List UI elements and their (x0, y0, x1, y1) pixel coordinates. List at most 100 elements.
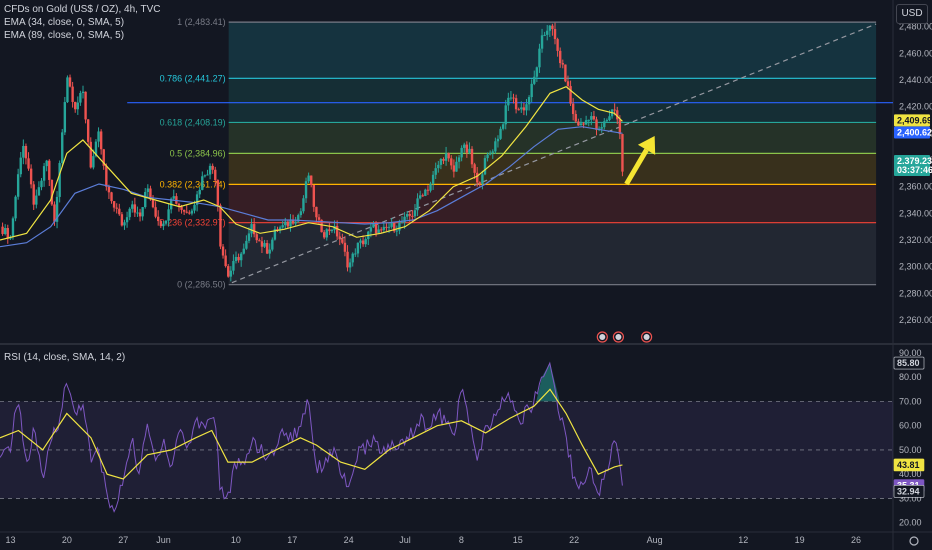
candle-body (79, 93, 82, 103)
settings-icon (909, 536, 919, 546)
fib-level-label: 0.618 (2,408.19) (160, 117, 226, 127)
candle-body (488, 152, 492, 155)
candle-body (206, 174, 209, 176)
candle-body (250, 224, 253, 234)
candle-body (255, 234, 258, 241)
candle-body (16, 174, 20, 197)
time-axis-label: 8 (459, 535, 464, 545)
candle-body (265, 243, 269, 254)
rsi-pane (0, 348, 893, 530)
candle-body (457, 157, 461, 162)
candle-body (190, 210, 194, 214)
candle-body (431, 174, 435, 184)
trend-line (231, 23, 877, 284)
candle-body (276, 229, 279, 231)
candle-body (214, 169, 217, 181)
candle-body (53, 204, 56, 222)
arrow-shaft (624, 148, 649, 186)
candle-body (302, 198, 305, 212)
fib-zone (228, 122, 877, 154)
candle-body (24, 145, 28, 159)
candle-body (97, 131, 100, 142)
legend-ema89: EMA (89, close, 0, SMA, 5) (4, 30, 125, 41)
fib-level-label: 0.786 (2,441.27) (160, 73, 226, 83)
currency-button[interactable]: USD (896, 4, 928, 24)
candle-body (364, 239, 367, 245)
candle-body (247, 233, 251, 241)
price-axis-label: 2,460.00 (899, 48, 932, 58)
candle-body (540, 35, 544, 49)
candle-body (120, 214, 124, 226)
candle-body (496, 138, 500, 142)
candle-body (325, 229, 328, 238)
time-axis-label: Jun (156, 535, 171, 545)
candle-body (185, 211, 188, 213)
candle-body (398, 222, 401, 231)
candle-body (172, 196, 175, 199)
candle-body (577, 121, 580, 126)
candle-body (608, 116, 611, 121)
candle-body (444, 153, 448, 161)
candle-body (195, 194, 199, 205)
candle-body (242, 248, 245, 254)
candle-body (393, 222, 396, 232)
candle-body (245, 240, 248, 249)
time-axis-label: 26 (851, 535, 861, 545)
price-axis-label: 2,300.00 (899, 262, 932, 272)
price-axis-label: 2,340.00 (899, 208, 932, 218)
candle-body (149, 188, 152, 200)
candle-body (374, 223, 378, 234)
candle-body (312, 185, 316, 207)
candle-body (483, 158, 487, 175)
candle-body (61, 132, 64, 164)
candle-body (151, 199, 155, 208)
candle-body (356, 242, 360, 254)
candle-body (211, 165, 214, 170)
candle-body (566, 81, 570, 87)
price-axis-label: 2,440.00 (899, 75, 932, 85)
candle-body (268, 249, 271, 254)
candle-body (584, 120, 588, 125)
candle-body (514, 98, 518, 110)
candle-body (564, 64, 567, 82)
candle-body (289, 220, 292, 227)
fib-level-label: 0.236 (2,332.97) (160, 218, 226, 228)
candle-body (395, 230, 399, 232)
time-axis-label: 20 (62, 535, 72, 545)
candle-body (239, 253, 243, 261)
candle-body (600, 127, 603, 129)
candle-body (452, 165, 456, 172)
candle-body (22, 145, 25, 158)
candle-body (354, 253, 357, 255)
candle-body (359, 240, 362, 243)
candle-body (229, 270, 233, 277)
candle-body (579, 123, 583, 126)
candle-body (304, 181, 308, 199)
candle-body (63, 102, 67, 133)
candle-body (509, 97, 513, 99)
candle-body (530, 83, 533, 98)
ema34-line (0, 86, 623, 241)
rsi-tag-label: 43.81 (897, 460, 920, 470)
candle-body (105, 165, 108, 187)
candle-body (335, 225, 339, 237)
candle-body (208, 165, 212, 175)
candle-body (561, 63, 564, 65)
candle-body (442, 158, 445, 161)
candle-body (460, 147, 463, 158)
event-marker-flag-icon (599, 334, 606, 340)
candle-body (310, 175, 313, 186)
candle-body (437, 164, 440, 169)
candle-body (413, 210, 417, 217)
candle-body (125, 217, 129, 223)
candle-body (37, 187, 41, 196)
candle-body (486, 154, 489, 159)
candle-body (504, 105, 507, 125)
candle-body (177, 203, 181, 207)
candle-body (133, 204, 137, 213)
rsi-axis-label: 30.00 (899, 493, 922, 503)
candle-body (556, 39, 559, 51)
candle-body (273, 229, 277, 240)
candle-body (315, 206, 318, 218)
